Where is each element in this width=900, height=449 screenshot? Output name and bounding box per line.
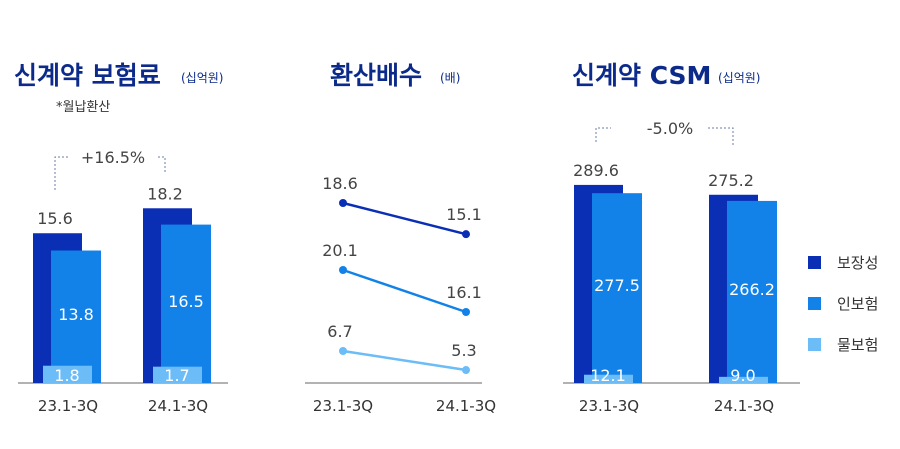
value-label: 15.6 xyxy=(37,209,73,228)
value-label: 9.0 xyxy=(730,366,755,385)
value-label: 277.5 xyxy=(594,276,640,295)
point-보장성 xyxy=(462,230,470,239)
chart2-unit: (배) xyxy=(440,71,460,85)
value-label: 18.6 xyxy=(322,174,358,193)
point-보장성 xyxy=(339,199,347,207)
legend-swatch-인보험 xyxy=(808,297,821,310)
value-label: 289.6 xyxy=(573,161,619,180)
bar-인보험-23.1-3Q xyxy=(51,250,101,383)
value-label: 16.1 xyxy=(446,283,482,302)
legend-label: 물보험 xyxy=(837,336,878,354)
line-물보험 xyxy=(342,349,467,372)
value-label: 266.2 xyxy=(729,280,775,299)
legend-swatch-물보험 xyxy=(808,338,821,351)
category-label: 24.1-3Q xyxy=(436,397,496,415)
legend-label: 보장성 xyxy=(837,254,878,272)
value-label: 1.8 xyxy=(54,366,79,385)
value-label: 5.3 xyxy=(451,341,476,360)
line-보장성 xyxy=(342,201,467,236)
category-label: 23.1-3Q xyxy=(313,397,373,415)
value-label: 1.7 xyxy=(164,366,189,385)
value-label: 15.1 xyxy=(446,205,482,224)
bar-인보험-23.1-3Q xyxy=(592,193,642,383)
chart1-note: *월납환산 xyxy=(56,100,110,115)
bar-물보험-23.1-3Q xyxy=(43,365,92,383)
value-label: 18.2 xyxy=(147,184,183,203)
bar-물보험-23.1-3Q xyxy=(584,374,633,383)
bar-인보험-24.1-3Q xyxy=(727,200,777,383)
chart3-title: 신계약 CSM xyxy=(572,61,711,90)
value-label: 6.7 xyxy=(327,322,352,341)
category-label: 23.1-3Q xyxy=(579,397,639,415)
chart1-title: 신계약 보험료 xyxy=(14,61,161,90)
point-인보험 xyxy=(339,266,347,274)
value-label: 16.5 xyxy=(168,292,204,311)
value-label: 275.2 xyxy=(708,171,754,190)
chart2-title: 환산배수 xyxy=(330,61,422,90)
chart3-change-label: -5.0% xyxy=(647,119,693,138)
chart1-unit: (십억원) xyxy=(181,71,223,85)
category-label: 24.1-3Q xyxy=(714,397,774,415)
legend-label: 인보험 xyxy=(837,295,878,313)
point-물보험 xyxy=(339,347,347,355)
value-label: 12.1 xyxy=(590,366,626,385)
category-label: 24.1-3Q xyxy=(148,397,208,415)
chart3-change-bracket xyxy=(595,127,734,147)
chart1-change-label: +16.5% xyxy=(81,148,145,167)
line-인보험 xyxy=(342,268,467,314)
point-인보험 xyxy=(462,308,470,316)
legend: 보장성 인보험 물보험 xyxy=(808,254,878,354)
category-label: 23.1-3Q xyxy=(38,397,98,415)
legend-swatch-보장성 xyxy=(808,256,821,269)
point-물보험 xyxy=(462,366,470,375)
bar-물보험-24.1-3Q xyxy=(719,376,768,383)
chart3-unit: (십억원) xyxy=(718,71,760,85)
value-label: 20.1 xyxy=(322,241,358,260)
bar-물보험-24.1-3Q xyxy=(153,366,202,383)
value-label: 13.8 xyxy=(58,305,94,324)
bar-인보험-24.1-3Q xyxy=(161,224,211,383)
chart1-change-bracket xyxy=(54,156,166,190)
